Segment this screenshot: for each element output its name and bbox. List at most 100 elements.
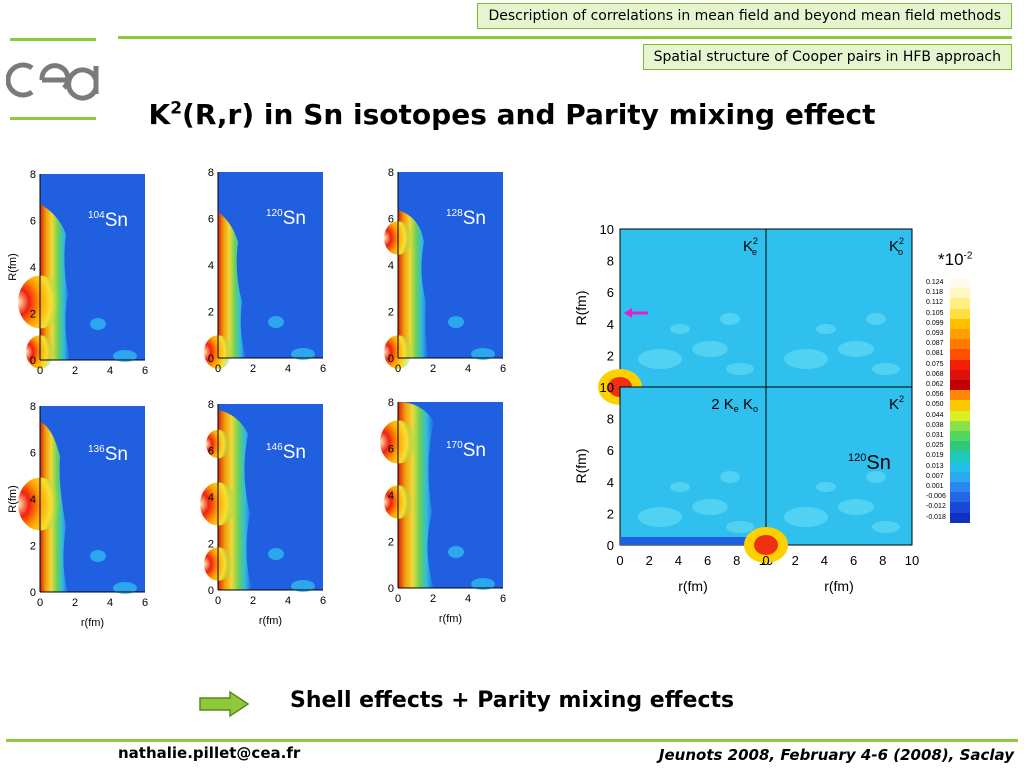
colorbar-swatch [950, 349, 970, 361]
colorbar-swatch [950, 369, 970, 381]
colorbar-value: 0.112 [926, 299, 943, 307]
contour-blob [720, 313, 740, 325]
x-tick-label: 0 [37, 597, 43, 609]
x-tick-label: 2 [72, 365, 78, 377]
colorbar-value: 0.001 [926, 483, 944, 490]
y-tick-label: 2 [388, 307, 394, 319]
colorbar-value: 0.099 [926, 319, 944, 327]
x-tick-label: 4 [285, 363, 291, 375]
panel-label: K2 [889, 394, 904, 413]
colorbar-swatch [950, 461, 970, 473]
y-tick-label: 2 [607, 348, 614, 363]
y-tick-label: 4 [208, 260, 214, 272]
contour-blob [638, 349, 682, 369]
y-tick-label: 2 [30, 309, 36, 321]
isotope-label: 136Sn [88, 444, 128, 465]
y-tick-label: 6 [388, 214, 394, 226]
colorbar-value: 0.050 [926, 401, 944, 409]
density-blob [90, 550, 106, 562]
contour-blob [670, 482, 690, 492]
colorbar-value: 0.038 [926, 421, 944, 429]
colorbar-value: -0.006 [926, 493, 946, 501]
author-email[interactable]: nathalie.pillet@cea.fr [118, 744, 301, 762]
y-tick-label: 2 [208, 539, 214, 551]
contour-blob [692, 341, 728, 357]
colorbar-swatch [950, 400, 970, 412]
x-tick-label: 2 [250, 595, 256, 607]
y-tick-label: 0 [607, 380, 614, 395]
contour-blob [866, 313, 886, 325]
x-tick-label: 4 [465, 593, 471, 605]
colorbar-swatch [950, 471, 970, 483]
contour-blob [816, 324, 836, 334]
y-tick-label: 4 [208, 492, 214, 504]
colorbar-value: 0.118 [926, 289, 943, 297]
x-tick-label: 8 [879, 553, 886, 568]
y-tick-label: 0 [208, 353, 214, 365]
y-tick-label: 0 [208, 585, 214, 597]
x-tick-label: 4 [675, 553, 682, 568]
isotope-label: 120Sn [266, 208, 306, 229]
logo-line-bottom [10, 117, 96, 120]
y-tick-label: 0 [388, 583, 394, 595]
y-tick-label: 8 [388, 397, 394, 409]
x-tick-label: 4 [285, 595, 291, 607]
panel-label: 2 Ke Ko [711, 396, 758, 414]
colorbar-swatch [950, 380, 970, 391]
small-plot-5: 0 2 4 6 8 0 2 4 6 146Sn r(fm) [200, 399, 326, 627]
y-tick-label: 6 [607, 443, 614, 458]
y-tick-label: 4 [30, 262, 36, 274]
x-tick-label: 0 [395, 593, 401, 605]
y-tick-label: 2 [607, 506, 614, 521]
small-plot-2: 0 2 4 6 8 0 2 4 6 120Sn [204, 167, 326, 375]
y-tick-label: 4 [388, 490, 394, 502]
colorbar-swatch [950, 410, 970, 422]
x-tick-label: 4 [107, 365, 113, 377]
x-tick-label: 4 [465, 363, 471, 375]
density-ridge [218, 172, 246, 358]
isotope-label: 120Sn [848, 452, 891, 474]
footer-divider [6, 739, 1018, 742]
density-blob [291, 348, 315, 360]
isotope-label: 146Sn [266, 442, 306, 463]
x-tick-label: 0 [37, 365, 43, 377]
parity-panel-1: K2 e 0 2 4 6 8 10 R(fm) [573, 222, 767, 405]
colorbar-scale: *10-2 [938, 250, 973, 269]
x-tick-label: 6 [320, 363, 326, 375]
x-tick-label: 2 [250, 363, 256, 375]
density-blob [90, 318, 106, 330]
density-blob [471, 348, 495, 360]
contour-blob [638, 507, 682, 527]
contour-blob [692, 499, 728, 515]
header-subtitle-box: Spatial structure of Cooper pairs in HFB… [642, 44, 1012, 70]
x-tick-label: 0 [395, 363, 401, 375]
colorbar-swatch [950, 278, 970, 289]
x-tick-label: 6 [850, 553, 857, 568]
page-title: K2(R,r) in Sn isotopes and Parity mixing… [148, 98, 876, 131]
x-tick-label: 0 [215, 363, 221, 375]
contour-blob [784, 349, 828, 369]
colorbar-value: 0.087 [926, 340, 944, 348]
x-tick-label: 6 [500, 593, 506, 605]
colorbar-value: 0.124 [926, 279, 944, 286]
y-tick-label: 10 [600, 222, 614, 237]
x-tick-label: 0 [215, 595, 221, 607]
density-blob [113, 582, 137, 594]
peak-inner [754, 535, 778, 555]
colorbar-value: 0.044 [926, 411, 944, 419]
y-tick-label: 6 [208, 214, 214, 226]
header-divider [118, 36, 1012, 39]
panel-label: K2 o [889, 236, 904, 257]
contour-blob [866, 471, 886, 483]
colorbar-swatch [950, 502, 970, 514]
density-ridge [398, 172, 428, 358]
y-tick-label: 6 [208, 446, 214, 458]
header-title-box: Description of correlations in mean fiel… [477, 3, 1012, 29]
y-tick-label: 2 [30, 541, 36, 553]
x-tick-label: 0 [616, 553, 623, 568]
y-tick-label: 6 [388, 444, 394, 456]
x-tick-label: 6 [142, 365, 148, 377]
colorbar-swatch [950, 420, 970, 432]
colorbar-value: 0.007 [926, 472, 944, 480]
